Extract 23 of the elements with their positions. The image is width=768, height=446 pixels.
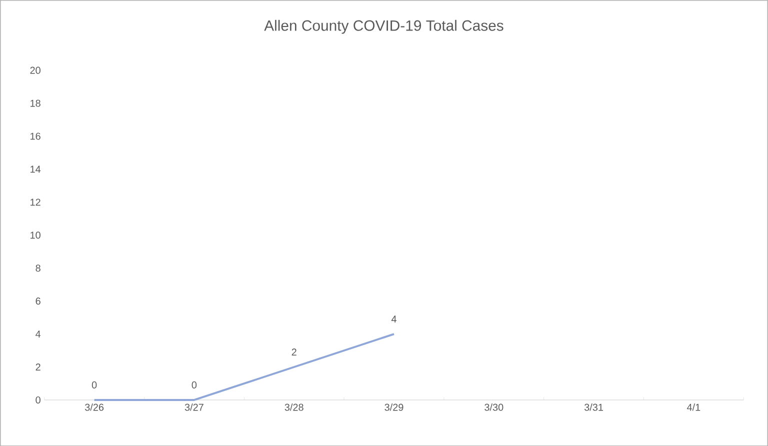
y-tick-label: 6 [36,297,40,304]
y-tick-label: 16 [30,132,40,140]
x-tick-label: 4/1 [686,403,700,411]
x-tick-label: 3/26 [84,403,104,411]
data-label: 0 [92,381,97,388]
y-tick-label: 12 [30,198,40,206]
data-label: 4 [391,316,396,322]
y-tick-label: 14 [30,166,41,172]
y-tick-label: 0 [36,396,40,404]
data-label: 2 [292,348,296,356]
x-tick-label: 3/30 [484,403,504,411]
chart-title: Allen County COVID-19 Total Cases [264,20,504,34]
x-tick-label: 3/28 [284,403,304,411]
x-tick-label: 3/31 [584,403,603,411]
y-tick-label: 20 [30,66,40,74]
y-tick-label: 8 [36,264,40,272]
x-tick-label: 3/29 [384,403,404,411]
y-tick-label: 4 [36,330,41,338]
y-tick-label: 2 [36,363,40,370]
y-tick-label: 18 [30,100,40,107]
y-tick-label: 10 [30,231,40,239]
data-label: 0 [192,381,197,388]
x-tick-label: 3/27 [184,403,204,411]
